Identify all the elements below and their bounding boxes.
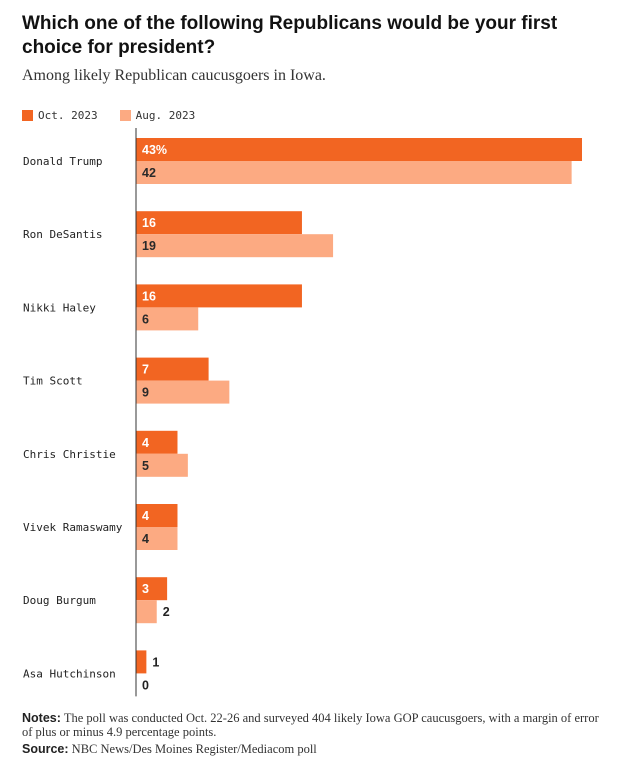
category-label-tim-scott: Tim Scott [23,375,83,388]
bar-aug-2023-ron-desantis [136,234,334,258]
bar-aug-2023-chris-christie [136,453,188,477]
legend: Oct. 2023 Aug. 2023 [22,108,217,122]
bar-oct-2023-donald-trump [136,138,582,161]
value-label-oct-2023-ron-desantis: 16 [142,216,156,230]
legend-swatch-aug [119,109,131,121]
value-label-aug-2023-donald-trump: 42 [142,166,156,180]
value-label-oct-2023-chris-christie: 4 [142,436,149,450]
legend-item-aug: Aug. 2023 [119,108,196,122]
source: Source: NBC News/Des Moines Register/Med… [22,742,602,757]
chart-subtitle: Among likely Republican caucusgoers in I… [22,67,326,84]
value-label-oct-2023-vivek-ramaswamy: 4 [142,509,149,523]
notes-label: Notes: [22,711,61,725]
bar-aug-2023-doug-burgum [136,600,157,624]
bar-aug-2023-nikki-haley [136,307,199,331]
category-label-chris-christie: Chris Christie [23,448,116,461]
value-label-aug-2023-vivek-ramaswamy: 4 [142,532,149,546]
bar-oct-2023-ron-desantis [136,211,302,235]
notes-text: The poll was conducted Oct. 22-26 and su… [22,711,599,739]
category-label-nikki-haley: Nikki Haley [23,301,96,314]
bar-oct-2023-nikki-haley [136,284,302,308]
bar-oct-2023-doug-burgum [136,577,168,601]
value-label-oct-2023-tim-scott: 7 [142,363,149,377]
category-label-donald-trump: Donald Trump [23,155,102,168]
bar-aug-2023-donald-trump [136,161,572,184]
bar-aug-2023-vivek-ramaswamy [136,527,178,550]
category-label-asa-hutchinson: Asa Hutchinson [23,667,116,680]
value-label-aug-2023-nikki-haley: 6 [142,312,149,326]
value-label-aug-2023-asa-hutchinson: 0 [142,678,149,692]
chart-title: Which one of the following Republicans w… [22,13,558,58]
bar-oct-2023-asa-hutchinson [136,650,147,674]
legend-item-oct: Oct. 2023 [22,109,98,122]
value-label-oct-2023-nikki-haley: 16 [142,289,156,303]
bar-aug-2023-tim-scott [136,380,230,404]
value-label-oct-2023-doug-burgum: 3 [142,582,149,596]
value-label-aug-2023-chris-christie: 5 [142,459,149,473]
notes: Notes: The poll was conducted Oct. 22-26… [22,711,602,739]
legend-swatch-oct [22,109,33,121]
legend-label-aug: Aug. 2023 [135,108,196,122]
value-label-oct-2023-donald-trump: 43% [142,143,167,157]
value-label-aug-2023-doug-burgum: 2 [163,605,170,619]
bar-oct-2023-vivek-ramaswamy [136,504,178,527]
value-label-aug-2023-tim-scott: 9 [142,386,149,400]
bar-oct-2023-chris-christie [136,430,178,454]
category-label-ron-desantis: Ron DeSantis [23,228,102,241]
source-text: NBC News/Des Moines Register/Mediacom po… [71,742,317,756]
value-label-aug-2023-ron-desantis: 19 [142,239,156,253]
category-label-doug-burgum: Doug Burgum [23,594,96,607]
value-label-oct-2023-asa-hutchinson: 1 [152,655,159,669]
category-label-vivek-ramaswamy: Vivek Ramaswamy [23,521,123,534]
legend-label-oct: Oct. 2023 [38,108,98,122]
bar-oct-2023-tim-scott [136,357,209,381]
source-label: Source: [22,742,69,756]
